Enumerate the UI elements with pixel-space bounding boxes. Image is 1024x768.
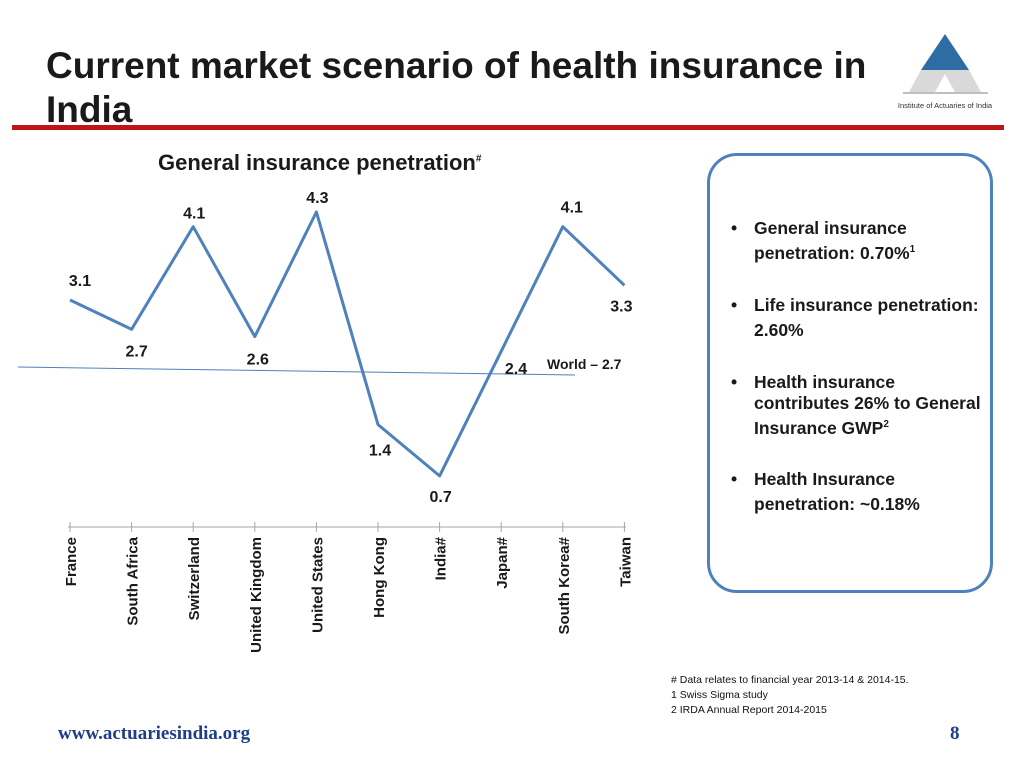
bullet-health-contribution: Health insurance contributes 26% to Gene… xyxy=(729,372,989,439)
info-box xyxy=(707,153,993,593)
x-axis-ticks xyxy=(69,522,625,532)
footer-url[interactable]: www.actuariesindia.org xyxy=(58,723,251,744)
slide-title: Current market scenario of health insura… xyxy=(46,45,867,130)
category-labels: France South Africa Switzerland United King… xyxy=(63,536,634,652)
chart-title-superscript: # xyxy=(475,153,482,165)
data-label: 4.3 xyxy=(306,190,328,207)
category-label: Taiwan xyxy=(617,537,634,587)
footnote: # Data relates to financial year 2013-14… xyxy=(671,674,909,686)
iai-logo-icon xyxy=(903,34,988,94)
category-label: India# xyxy=(433,536,450,580)
data-label: 3.3 xyxy=(610,298,632,315)
category-label: South Korea# xyxy=(556,536,573,634)
chart-title: General insurance penetration# xyxy=(158,150,481,176)
footnote: 1 Swiss Sigma study xyxy=(671,689,768,701)
category-label: Switzerland xyxy=(186,537,203,620)
world-reference-line xyxy=(17,366,576,376)
line-chart: World – 2.7 3.12.74.12.64.31.40.72.44.13… xyxy=(17,190,634,653)
footnotes: # Data relates to financial year 2013-14… xyxy=(671,673,909,718)
title-rule xyxy=(12,125,1004,130)
data-label: 2.6 xyxy=(247,352,269,369)
category-label: United States xyxy=(309,537,326,633)
data-label: 2.4 xyxy=(505,361,527,378)
bullet-general-insurance: General insurance penetration: 0.70%1 xyxy=(729,218,989,264)
footnote: 2 IRDA Annual Report 2014-2015 xyxy=(671,704,827,716)
series-line xyxy=(69,210,626,478)
data-labels: 3.1 2.7 4.1 2.6 4.3 1.4 0.7 2.4 4.1 3.3 xyxy=(69,190,633,506)
logo-caption: Institute of Actuaries of India xyxy=(897,101,993,110)
data-label: 3.1 xyxy=(69,273,91,290)
category-label: France xyxy=(63,537,80,586)
category-label: South Africa xyxy=(125,536,142,625)
chart-title-text: General insurance penetration xyxy=(158,150,476,175)
data-label: 1.4 xyxy=(369,443,391,460)
data-label: 4.1 xyxy=(183,206,205,223)
category-label: Hong Kong xyxy=(371,537,388,618)
world-reference-label: World – 2.7 xyxy=(547,356,622,372)
page-number: 8 xyxy=(950,723,960,744)
bullet-health-penetration: Health Insurance penetration: ~0.18% xyxy=(729,469,989,515)
data-label: 0.7 xyxy=(429,489,451,506)
data-label: 4.1 xyxy=(561,200,583,217)
info-bullets: General insurance penetration: 0.70%1 Li… xyxy=(729,218,989,546)
category-label: United Kingdom xyxy=(248,537,265,653)
category-label: Japan# xyxy=(494,536,511,588)
bullet-life-insurance: Life insurance penetration: 2.60% xyxy=(729,295,989,341)
data-label: 2.7 xyxy=(125,343,147,360)
